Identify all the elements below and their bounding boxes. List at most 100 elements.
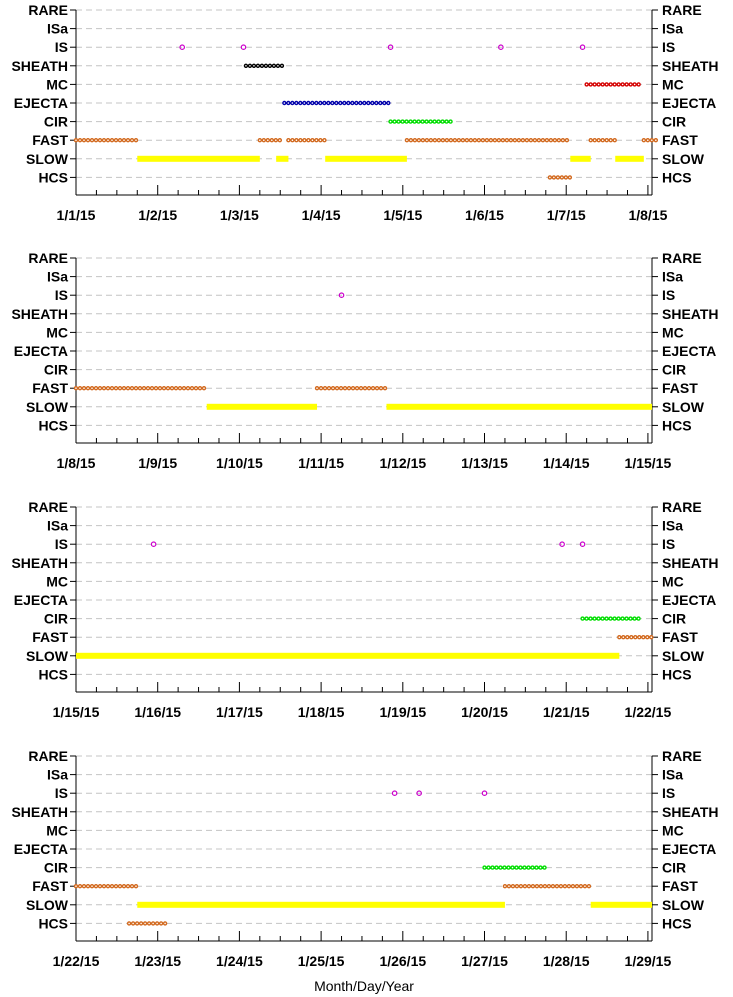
y-label-right: IS: [662, 39, 675, 55]
point-is: [579, 541, 586, 548]
x-tick-label: 1/1/15: [57, 207, 96, 223]
point-is: [559, 541, 565, 548]
y-label-left: SLOW: [26, 648, 69, 664]
y-label-right: HCS: [662, 169, 692, 185]
x-tick-label: 1/3/15: [220, 207, 259, 223]
y-label-left: SHEATH: [11, 306, 68, 322]
panel-1: RARE RARE ISa ISa IS IS SHEATH SHEATH MC MC EJECTA…: [11, 2, 718, 223]
x-tick-label: 1/27/15: [461, 953, 508, 969]
y-label-left: ISa: [47, 518, 68, 534]
y-label-right: SHEATH: [662, 555, 719, 571]
y-label-left: MC: [46, 822, 68, 838]
interval-slow: [137, 155, 260, 162]
y-label-left: RARE: [28, 748, 68, 764]
y-label-left: IS: [55, 536, 68, 552]
y-label-left: CIR: [44, 362, 68, 378]
y-label-right: IS: [662, 785, 675, 801]
x-tick-label: 1/21/15: [543, 704, 590, 720]
x-tick-label: 1/14/15: [543, 455, 590, 471]
y-label-right: SHEATH: [662, 804, 719, 820]
y-label-right: SLOW: [662, 648, 705, 664]
x-tick-label: 1/5/15: [383, 207, 422, 223]
point-is: [416, 790, 422, 797]
y-label-left: MC: [46, 573, 68, 589]
point-is: [150, 541, 157, 548]
y-label-left: EJECTA: [14, 592, 68, 608]
y-label-right: IS: [662, 536, 675, 552]
y-label-right: ISa: [662, 518, 683, 534]
y-label-left: RARE: [28, 499, 68, 515]
y-label-right: HCS: [662, 666, 692, 682]
y-label-right: ISa: [662, 767, 683, 783]
y-label-left: CIR: [44, 611, 68, 627]
x-tick-label: 1/2/15: [138, 207, 177, 223]
x-tick-label: 1/29/15: [625, 953, 672, 969]
y-label-right: RARE: [662, 2, 702, 18]
y-label-right: CIR: [662, 114, 686, 130]
point-is: [391, 790, 398, 797]
y-label-right: ISa: [662, 269, 683, 285]
y-label-right: FAST: [662, 629, 698, 645]
x-tick-label: 1/15/15: [53, 704, 100, 720]
y-label-right: CIR: [662, 860, 686, 876]
y-label-right: CIR: [662, 611, 686, 627]
y-label-right: ISa: [662, 21, 683, 37]
y-label-left: IS: [55, 287, 68, 303]
y-label-left: ISa: [47, 269, 68, 285]
x-tick-label: 1/8/15: [57, 455, 96, 471]
y-label-right: EJECTA: [662, 592, 716, 608]
point-is: [338, 292, 345, 299]
y-label-left: SLOW: [26, 897, 69, 913]
y-label-left: HCS: [38, 169, 68, 185]
y-label-left: RARE: [28, 2, 68, 18]
interval-slow: [386, 403, 652, 410]
x-tick-label: 1/22/15: [53, 953, 100, 969]
y-label-left: SHEATH: [11, 804, 68, 820]
y-label-left: MC: [46, 76, 68, 92]
y-label-left: SHEATH: [11, 58, 68, 74]
interval-slow: [615, 155, 644, 162]
y-label-right: SLOW: [662, 151, 705, 167]
y-label-right: FAST: [662, 380, 698, 396]
y-label-right: CIR: [662, 362, 686, 378]
x-tick-label: 1/22/15: [625, 704, 672, 720]
y-label-left: CIR: [44, 860, 68, 876]
x-tick-label: 1/16/15: [134, 704, 181, 720]
y-label-right: EJECTA: [662, 95, 716, 111]
y-label-left: HCS: [38, 915, 68, 931]
x-tick-label: 1/17/15: [216, 704, 263, 720]
x-tick-label: 1/26/15: [379, 953, 426, 969]
y-label-left: EJECTA: [14, 841, 68, 857]
x-tick-label: 1/20/15: [461, 704, 508, 720]
y-label-right: MC: [662, 822, 684, 838]
x-tick-label: 1/28/15: [543, 953, 590, 969]
x-tick-label: 1/23/15: [134, 953, 181, 969]
point-is: [579, 44, 586, 51]
interval-slow: [276, 155, 289, 162]
y-label-left: HCS: [38, 666, 68, 682]
x-tick-label: 1/15/15: [625, 455, 672, 471]
y-label-right: IS: [662, 287, 675, 303]
y-label-right: MC: [662, 573, 684, 589]
point-is: [481, 790, 488, 797]
y-label-left: FAST: [32, 380, 68, 396]
y-label-left: SLOW: [26, 151, 69, 167]
interval-slow: [206, 403, 318, 410]
y-label-right: RARE: [662, 748, 702, 764]
y-label-right: HCS: [662, 915, 692, 931]
interval-slow: [325, 155, 407, 162]
x-tick-label: 1/13/15: [461, 455, 508, 471]
y-label-left: ISa: [47, 21, 68, 37]
y-label-right: SHEATH: [662, 306, 719, 322]
x-tick-label: 1/25/15: [298, 953, 345, 969]
x-tick-label: 1/9/15: [138, 455, 177, 471]
y-label-left: EJECTA: [14, 95, 68, 111]
panel-4: RARE RARE ISa ISa IS IS SHEATH SHEATH MC MC EJECTA…: [11, 748, 718, 969]
x-tick-label: 1/11/15: [298, 455, 344, 471]
y-label-right: MC: [662, 324, 684, 340]
point-is: [240, 44, 247, 51]
y-label-right: RARE: [662, 499, 702, 515]
x-tick-label: 1/4/15: [302, 207, 341, 223]
y-label-right: SLOW: [662, 897, 705, 913]
